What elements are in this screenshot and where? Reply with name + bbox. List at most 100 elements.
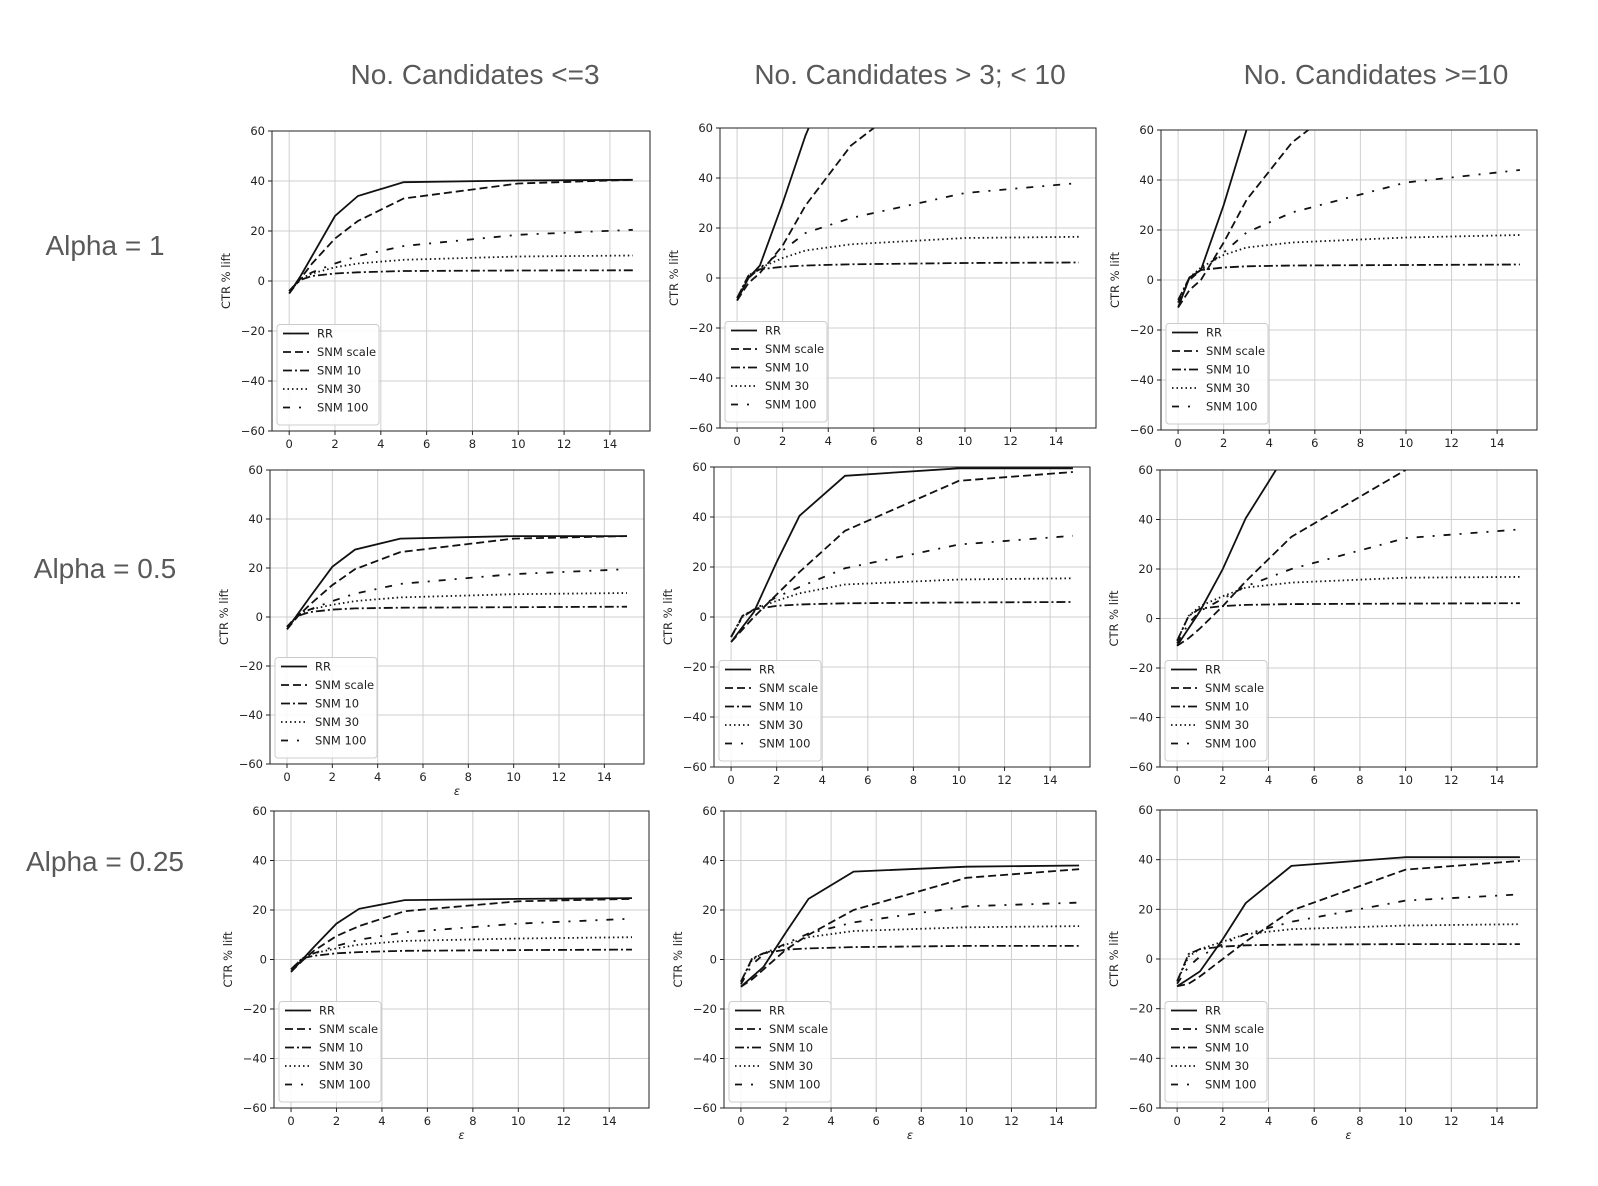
legend-label-rr: RR (765, 324, 781, 338)
x-tick-label: 4 (378, 1114, 385, 1128)
y-tick-label: 20 (692, 560, 707, 574)
y-tick-label: 20 (250, 224, 265, 238)
x-tick-label: 14 (1043, 773, 1058, 787)
series-line-snm-30 (290, 936, 633, 971)
x-tick-label: 2 (1219, 773, 1226, 787)
panel-2: 0 2 4 6 8 10 12 14 −60 −40 −20 0 20 40 60 CTR % lift RR S… (667, 121, 1097, 448)
legend-label-snm-10: SNM 10 (1205, 1041, 1249, 1055)
series-line-snm-30 (736, 235, 1079, 299)
x-tick-label: 0 (286, 437, 293, 451)
y-tick-label: 0 (1146, 612, 1153, 626)
x-tick-label: 14 (1490, 1114, 1505, 1128)
column-title-3: No. Candidates >=10 (1244, 59, 1509, 90)
y-tick-label: −20 (683, 660, 707, 674)
y-tick-label: 20 (702, 903, 717, 917)
x-tick-label: 14 (602, 1114, 617, 1128)
series-line-rr (736, 128, 810, 301)
y-tick-label: 0 (260, 953, 267, 967)
legend-label-snm-10: SNM 10 (759, 700, 803, 714)
panel-6: 0 2 4 6 8 10 12 14 −60 −40 −20 0 20 40 60 CTR % lift RR S… (1107, 463, 1538, 787)
y-tick-label: 60 (1138, 463, 1153, 477)
y-tick-label: −20 (1130, 323, 1154, 337)
y-tick-label: −60 (1129, 760, 1153, 774)
y-tick-label: 20 (248, 561, 263, 575)
y-tick-label: −60 (693, 1101, 717, 1115)
y-tick-label: 60 (1139, 123, 1154, 137)
series-line-snm-10 (288, 269, 633, 292)
x-tick-label: 14 (1490, 773, 1505, 787)
y-axis-label: CTR % lift (1108, 251, 1122, 308)
series-line-snm-10 (286, 605, 628, 628)
column-title-2: No. Candidates > 3; < 10 (754, 59, 1065, 90)
x-tick-label: 14 (1490, 436, 1505, 450)
legend-label-rr: RR (1205, 663, 1221, 677)
legend-label-snm-scale: SNM scale (769, 1022, 828, 1036)
y-tick-label: −60 (1130, 423, 1154, 437)
panel-3: 0 2 4 6 8 10 12 14 −60 −40 −20 0 20 40 60 CTR % lift RR S… (1108, 123, 1538, 450)
series-line-rr (290, 897, 633, 973)
panel-7: 0 2 4 6 8 10 12 14 −60 −40 −20 0 20 40 60 CTR % lift ε RR… (221, 804, 650, 1142)
x-tick-label: 6 (864, 773, 871, 787)
y-tick-label: −20 (1129, 661, 1153, 675)
y-tick-label: −20 (689, 321, 713, 335)
y-tick-label: −60 (1129, 1101, 1153, 1115)
legend-label-snm-10: SNM 10 (1205, 700, 1249, 714)
x-tick-label: 10 (1398, 1114, 1413, 1128)
x-tick-label: 2 (333, 1114, 340, 1128)
x-tick-label: 10 (511, 1114, 526, 1128)
series-line-snm-100 (1176, 893, 1520, 985)
legend-box (718, 660, 822, 762)
column-title-1: No. Candidates <=3 (350, 59, 599, 90)
panel-1: 0 2 4 6 8 10 12 14 −60 −40 −20 0 20 40 60 CTR % lift RR S… (219, 124, 651, 451)
x-tick-label: 14 (597, 770, 612, 784)
x-tick-label: 10 (1398, 773, 1413, 787)
legend: RR SNM scale SNM 10 SNM 30 SNM 100 (278, 1001, 382, 1103)
x-tick-label: 6 (1311, 436, 1318, 450)
x-tick-label: 6 (870, 434, 877, 448)
legend-label-snm-10: SNM 10 (315, 697, 359, 711)
y-tick-label: −40 (239, 708, 263, 722)
series-line-snm-30 (740, 925, 1080, 983)
legend-label-snm-30: SNM 30 (765, 379, 809, 393)
y-tick-label: 60 (1138, 803, 1153, 817)
y-tick-label: 20 (1139, 223, 1154, 237)
x-tick-label: 4 (827, 1114, 834, 1128)
x-tick-label: 6 (873, 1114, 880, 1128)
y-tick-label: −20 (693, 1002, 717, 1016)
x-tick-label: 14 (603, 437, 618, 451)
legend-box (276, 324, 380, 426)
series-line-rr (1176, 856, 1520, 988)
row-title-1: Alpha = 1 (45, 230, 164, 261)
y-tick-label: −20 (239, 659, 263, 673)
series-line-rr (1177, 130, 1248, 308)
x-tick-label: 2 (329, 770, 336, 784)
x-tick-label: 10 (1399, 436, 1414, 450)
series-line-snm-scale (286, 535, 628, 630)
y-tick-label: −60 (243, 1101, 267, 1115)
legend-label-snm-30: SNM 30 (759, 718, 803, 732)
legend-label-rr: RR (317, 327, 333, 341)
x-tick-label: 12 (557, 437, 572, 451)
x-tick-label: 10 (952, 773, 967, 787)
legend-label-snm-scale: SNM scale (319, 1022, 378, 1036)
y-tick-label: 40 (248, 512, 263, 526)
series-line-snm-100 (736, 182, 1079, 301)
y-tick-label: 20 (698, 221, 713, 235)
x-tick-label: 12 (1444, 1114, 1459, 1128)
series-line-snm-10 (1176, 602, 1520, 642)
legend: RR SNM scale SNM 10 SNM 30 SNM 100 (1165, 323, 1269, 425)
y-tick-label: 40 (1139, 173, 1154, 187)
series-line-snm-scale (290, 898, 633, 973)
legend-label-rr: RR (1205, 1004, 1221, 1018)
x-tick-label: 10 (958, 434, 973, 448)
series-line-snm-30 (1177, 234, 1520, 303)
series-line-snm-scale (1176, 470, 1408, 647)
legend-label-rr: RR (315, 660, 331, 674)
y-tick-label: 60 (252, 804, 267, 818)
series-line-rr (288, 178, 633, 294)
legend: RR SNM scale SNM 10 SNM 30 SNM 100 (1164, 660, 1268, 762)
legend-label-snm-30: SNM 30 (319, 1059, 363, 1073)
panel-4: 0 2 4 6 8 10 12 14 −60 −40 −20 0 20 40 60 CTR % lift ε RR… (217, 463, 645, 798)
